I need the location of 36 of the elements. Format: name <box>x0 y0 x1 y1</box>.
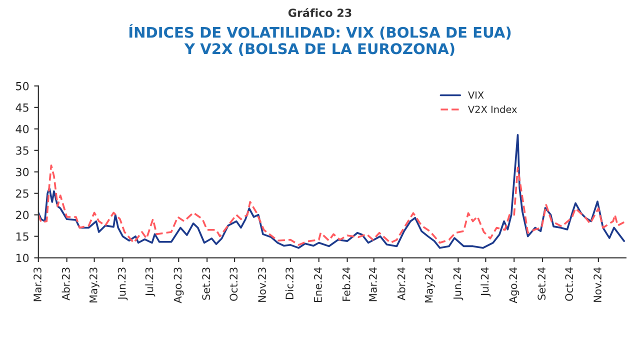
x-tick-label: Nov.24 <box>594 267 602 302</box>
x-tick-label: May.23 <box>89 268 100 302</box>
y-tick-label: 15 <box>16 232 28 241</box>
x-tick-label: Set.24 <box>538 267 546 300</box>
x-tick-label: Mar.24 <box>369 267 377 302</box>
y-tick-label: 30 <box>16 168 29 176</box>
x-tick-label: Ago.23 <box>174 268 184 304</box>
chart-title: ÍNDICES DE VOLATILIDAD: VIX (BOLSA DE EUA) Y V2X (BOLSA DE LA EUROZONA) <box>129 24 511 56</box>
x-tick-label: Oct.24 <box>565 267 574 301</box>
legend-label: V2X Index <box>468 106 517 114</box>
x-tick-label: Mar.23 <box>34 268 42 302</box>
y-tick-label: 40 <box>16 124 29 134</box>
x-tick-label: May.24 <box>424 267 435 302</box>
x-tick-label: Jul.23 <box>145 268 156 297</box>
y-tick-label: 25 <box>16 189 28 198</box>
x-tick-label: Jun.24 <box>453 267 464 300</box>
x-tick-label: Jun.23 <box>118 268 128 300</box>
y-tick-label: 45 <box>16 104 28 112</box>
x-tick-label: Dic.23 <box>285 268 294 300</box>
line-series <box>38 134 625 249</box>
y-tick-label: 10 <box>16 254 29 262</box>
x-tick-label: Jul.24 <box>480 267 491 297</box>
x-tick-label: Feb.24 <box>342 267 350 301</box>
legend-label: VIX <box>468 92 484 99</box>
x-tick-label: Ene.24 <box>314 267 322 302</box>
x-tick-label: Abr.23 <box>62 268 70 300</box>
y-tick-label: 20 <box>16 210 29 220</box>
x-tick-label: Nov.23 <box>258 268 266 302</box>
line-series <box>38 164 625 246</box>
y-tick-label: 50 <box>16 82 29 90</box>
x-tick-label: Set.23 <box>202 268 210 300</box>
y-tick-label: 35 <box>16 146 28 155</box>
x-tick-label: Abr.24 <box>397 267 406 300</box>
chart-subtitle: Gráfico 23 <box>288 8 352 18</box>
x-tick-label: Oct.23 <box>230 268 238 301</box>
x-tick-label: Ago.24 <box>509 267 520 304</box>
